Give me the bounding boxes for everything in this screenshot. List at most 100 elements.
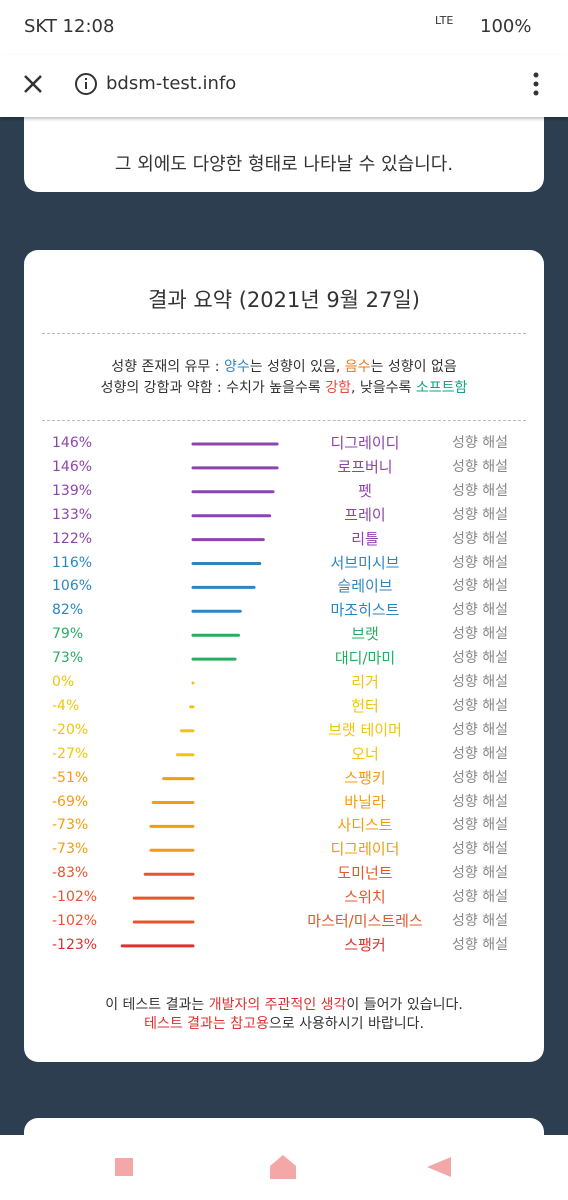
type-name: 리거	[351, 673, 379, 691]
menu-button[interactable]	[530, 71, 542, 99]
type-name: 마스터/미스트레스	[307, 912, 423, 930]
type-name: 로프버니	[337, 457, 393, 476]
percent-label: -73%	[52, 841, 89, 858]
divider	[42, 420, 526, 421]
percent-label: -123%	[52, 936, 98, 953]
footer-note: 이 테스트 결과는 개발자의 주관적인 생각이 들어가 있습니다. 테스트 결과는…	[24, 996, 544, 1034]
text-segment: 테스트 결과는 참고용	[144, 1016, 269, 1032]
text-segment: , 낮을수록	[350, 380, 416, 396]
type-name: 사디스트	[337, 816, 393, 835]
explain-link[interactable]: 성향 해설	[452, 435, 508, 451]
percent-label: 79%	[52, 626, 84, 643]
explain-link[interactable]: 성향 해설	[452, 482, 508, 499]
explain-link[interactable]: 성향 해설	[452, 841, 508, 858]
explain-link[interactable]: 성향 해설	[452, 697, 508, 714]
percent-label: 122%	[52, 530, 93, 547]
status-battery: 100%	[480, 16, 532, 37]
type-name: 펫	[358, 481, 372, 500]
bar-area	[120, 442, 279, 948]
explain-link[interactable]: 성향 해설	[452, 530, 508, 547]
type-name: 마조히스트	[330, 601, 400, 620]
percent-label: 146%	[52, 435, 93, 451]
percent-label: -102%	[52, 913, 98, 929]
percent-label: -27%	[52, 745, 89, 762]
percent-label: 116%	[52, 554, 93, 571]
explain-link[interactable]: 성향 해설	[452, 769, 508, 786]
explain-link[interactable]: 성향 해설	[452, 936, 508, 953]
percent-label: -4%	[52, 697, 80, 714]
percent-label: 82%	[52, 602, 84, 619]
status-bar: SKT 12:08 LTE 100%	[0, 0, 568, 55]
type-name: 스팽커	[344, 935, 386, 954]
explain-link[interactable]: 성향 해설	[452, 674, 508, 690]
close-button[interactable]	[22, 73, 44, 95]
percent-label: 0%	[52, 674, 75, 690]
percent-label: 139%	[52, 482, 93, 499]
status-network: LTE	[435, 14, 454, 27]
type-name: 디그레이더	[330, 840, 400, 859]
bottom-nav	[0, 1135, 568, 1200]
text-segment: 는 성향이 없음	[370, 359, 457, 375]
text-segment: 개발자의 주관적인 생각	[208, 997, 347, 1013]
text-segment: 이 들어가 있습니다.	[346, 997, 463, 1013]
type-name: 슬레이브	[337, 577, 393, 596]
type-name: 브랫	[351, 625, 379, 644]
explain-link[interactable]: 성향 해설	[452, 506, 508, 523]
type-name: 리틀	[351, 529, 379, 548]
text-segment: 성향의 강함과 약함 : 수치가 높을수록	[100, 380, 326, 396]
type-name: 스위치	[344, 888, 386, 907]
divider	[42, 333, 526, 334]
type-name: 프레이	[344, 505, 386, 524]
percent-label: 133%	[52, 506, 93, 523]
type-name: 디그레이디	[330, 434, 400, 452]
explain-link[interactable]: 성향 해설	[452, 650, 508, 667]
explain-link[interactable]: 성향 해설	[452, 626, 508, 643]
type-name: 도미넌트	[337, 864, 393, 883]
explain-link[interactable]: 성향 해설	[452, 578, 508, 595]
percent-label: -73%	[52, 817, 89, 834]
text-segment: 소프트함	[415, 380, 468, 396]
text-line: 이 테스트 결과는 개발자의 주관적인 생각이 들어가 있습니다.	[24, 996, 544, 1015]
percent-label: -69%	[52, 793, 89, 810]
status-time: SKT 12:08	[24, 16, 115, 37]
recent-button[interactable]	[112, 1155, 136, 1179]
explain-link[interactable]: 성향 해설	[452, 458, 508, 475]
back-button[interactable]	[425, 1155, 453, 1179]
text-segment: 음수	[344, 359, 371, 375]
explain-link[interactable]: 성향 해설	[452, 745, 508, 762]
type-name: 스팽키	[344, 768, 386, 787]
home-button[interactable]	[268, 1153, 298, 1181]
percent-label: -20%	[52, 721, 89, 738]
explain-link[interactable]: 성향 해설	[452, 554, 508, 571]
percent-label: -51%	[52, 769, 89, 786]
text-line: 테스트 결과는 참고용으로 사용하시기 바랍니다.	[24, 1015, 544, 1034]
summary-card: 결과 요약 (2021년 9월 27일) 성향 존재의 유무 : 양수 는 성향이…	[24, 250, 544, 1062]
info-icon[interactable]	[74, 72, 98, 96]
text-segment: 강함	[325, 380, 351, 396]
text-segment: 양수	[223, 359, 250, 375]
explain-link[interactable]: 성향 해설	[452, 721, 508, 738]
type-name: 대디/마미	[334, 649, 396, 668]
type-name: 헌터	[351, 696, 379, 715]
percent-label: 73%	[52, 650, 84, 667]
explain-link[interactable]: 성향 해설	[452, 913, 508, 929]
card-text: 그 외에도 다양한 형태로 나타날 수 있습니다.	[114, 154, 454, 175]
explain-link[interactable]: 성향 해설	[452, 817, 508, 834]
type-name: 브랫 테이머	[328, 720, 402, 739]
explain-link[interactable]: 성향 해설	[452, 865, 508, 882]
summary-title: 결과 요약 (2021년 9월 27일)	[148, 288, 420, 312]
text-segment: 으로 사용하시기 바랍니다.	[268, 1016, 424, 1032]
url-text[interactable]: bdsm-test.info	[106, 73, 237, 94]
percent-label: 106%	[52, 578, 93, 595]
result-list: 146% 디그레이디 성향 해설 146% 로프버니 성향 해설 139% 펫 성향 해설 133…	[24, 432, 544, 962]
type-name: 오너	[351, 744, 379, 763]
url-bar: bdsm-test.info	[0, 55, 568, 117]
explain-link[interactable]: 성향 해설	[452, 889, 508, 906]
type-name: 서브미시브	[330, 553, 400, 572]
explain-link[interactable]: 성향 해설	[452, 793, 508, 810]
explain-link[interactable]: 성향 해설	[452, 602, 508, 619]
type-name: 바닐라	[344, 792, 386, 811]
text-segment: 성향 존재의 유무 :	[111, 359, 224, 375]
